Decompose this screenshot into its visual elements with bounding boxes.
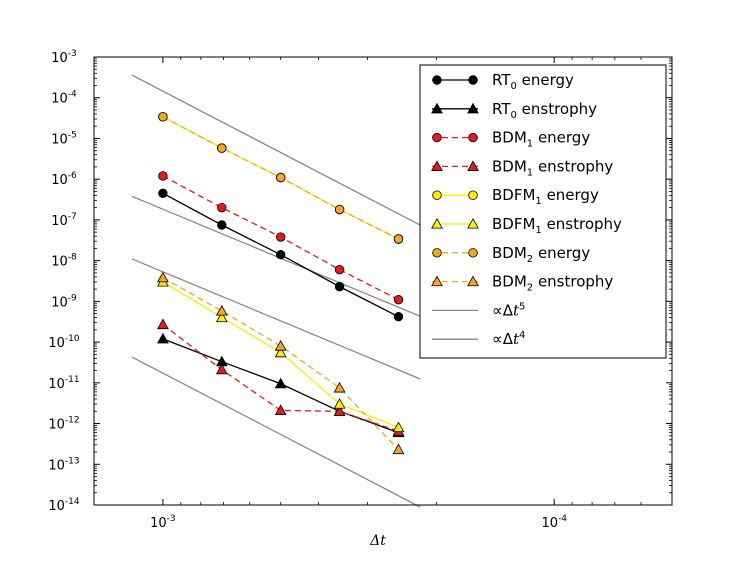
data-point-1-5 <box>393 312 404 322</box>
legend-entry-1: RT0 energy <box>432 71 574 92</box>
reference-line-2 <box>131 195 421 317</box>
data-point-4-1 <box>157 318 169 330</box>
y-tick-label-2: 10-4 <box>51 90 77 107</box>
legend-label: BDM2 enstrophy <box>492 273 613 294</box>
legend-marker <box>467 217 479 229</box>
legend-label: ∝Δt5 <box>492 301 525 319</box>
axis-ticks: 10-3 10-4 10-5 10-6 10-7 10-8 10-9 10-10 10-11 10… <box>48 49 673 531</box>
data-point-3-2 <box>217 202 227 213</box>
legend-marker <box>467 102 479 114</box>
data-point-6-5 <box>392 421 405 433</box>
data-point-7-2 <box>217 143 227 153</box>
data-point-7-4 <box>334 204 345 215</box>
series-7 <box>158 112 404 244</box>
data-point-8-5 <box>392 443 405 455</box>
y-tick-label-7: 10-9 <box>51 293 77 310</box>
data-point-7-1 <box>158 112 168 122</box>
data-point-3-5 <box>393 294 404 305</box>
y-tick-label-8: 10-10 <box>48 334 80 351</box>
x-tick-label-1: 10-3 <box>150 514 176 531</box>
y-tick-label-6: 10-8 <box>51 253 77 270</box>
legend-entry-7: BDM2 energy <box>432 244 590 265</box>
legend-marker <box>432 132 442 143</box>
legend-marker <box>467 160 479 171</box>
legend-entry-4: BDM1 enstrophy <box>431 157 613 178</box>
data-point-7-5 <box>393 234 404 244</box>
legend-label: ∝Δt4 <box>492 330 525 348</box>
data-point-6-2 <box>215 311 228 323</box>
y-tick-label-9: 10-11 <box>48 375 79 392</box>
legend-marker <box>431 275 443 287</box>
legend-marker <box>431 160 443 171</box>
data-point-8-1 <box>157 271 169 283</box>
data-point-6-3 <box>274 346 287 358</box>
data-point-4-2 <box>215 363 228 375</box>
x-axis-label: Δt <box>369 533 386 549</box>
legend-label: RT0 enstrophy <box>492 100 597 121</box>
reference-line-3 <box>131 258 421 380</box>
legend-label: BDM1 energy <box>492 129 590 150</box>
data-point-2-3 <box>274 377 287 389</box>
legend-entry-5: BDFM1 energy <box>432 186 599 207</box>
data-point-3-1 <box>158 171 168 181</box>
data-point-7-3 <box>275 172 286 183</box>
data-point-8-4 <box>333 381 346 393</box>
data-point-1-1 <box>158 188 168 199</box>
plot-frame <box>93 56 673 506</box>
y-tick-label-1: 10-3 <box>51 49 77 66</box>
legend-marker <box>432 190 442 200</box>
legend-box <box>419 64 667 359</box>
legend-marker <box>468 190 478 200</box>
y-tick-label-5: 10-7 <box>51 212 77 229</box>
y-tick-label-11: 10-13 <box>48 456 79 473</box>
reference-lines <box>131 74 421 508</box>
legend-marker <box>432 248 442 258</box>
legend-label: BDFM1 enstrophy <box>492 215 622 236</box>
reference-line-4 <box>131 356 421 508</box>
data-point-6-4 <box>333 398 346 409</box>
x-tick-label-2: 10-4 <box>541 514 567 531</box>
legend-marker <box>468 248 478 258</box>
data-point-1-3 <box>275 249 286 260</box>
series-4 <box>157 318 405 436</box>
legend-entry-8: BDM2 enstrophy <box>431 273 613 294</box>
series-line-8 <box>162 277 399 450</box>
legend-marker <box>468 75 478 85</box>
data-point-4-3 <box>274 404 287 415</box>
legend-marker <box>431 217 443 229</box>
data-point-1-2 <box>217 220 227 230</box>
legend-label: BDFM1 energy <box>492 186 599 207</box>
legend-entry-3: BDM1 energy <box>432 129 590 150</box>
legend-marker <box>431 102 443 114</box>
data-point-1-4 <box>334 281 345 292</box>
data-point-3-3 <box>275 232 286 242</box>
reference-line-1 <box>131 74 421 226</box>
data-point-4-4 <box>333 405 346 416</box>
legend-label: BDM2 energy <box>492 244 590 265</box>
y-tick-label-4: 10-6 <box>51 171 77 188</box>
series-3 <box>158 171 404 305</box>
legend-marker <box>432 75 442 85</box>
data-point-3-4 <box>334 264 345 275</box>
legend-entry-9: ∝Δt5 <box>432 301 525 319</box>
data-point-8-2 <box>215 304 228 316</box>
legend-marker <box>467 275 479 287</box>
data-point-2-1 <box>157 332 169 344</box>
y-tick-label-12: 10-14 <box>48 497 80 514</box>
legend-marker <box>468 132 478 143</box>
legend-entry-10: ∝Δt4 <box>432 330 525 348</box>
legend-entry-6: BDFM1 enstrophy <box>431 215 622 236</box>
legend-entry-2: RT0 enstrophy <box>431 100 597 121</box>
legend-label: RT0 energy <box>492 71 574 92</box>
legend: RT0 energy RT0 enstrophy BDM1 energy BDM1 e… <box>419 64 667 359</box>
y-tick-label-10: 10-12 <box>48 416 79 433</box>
legend-label: BDM1 enstrophy <box>492 157 613 178</box>
series-8 <box>157 271 405 455</box>
series-layer <box>157 112 405 455</box>
data-point-8-3 <box>274 340 287 351</box>
series-1 <box>158 188 404 322</box>
y-tick-label-3: 10-5 <box>51 130 77 147</box>
